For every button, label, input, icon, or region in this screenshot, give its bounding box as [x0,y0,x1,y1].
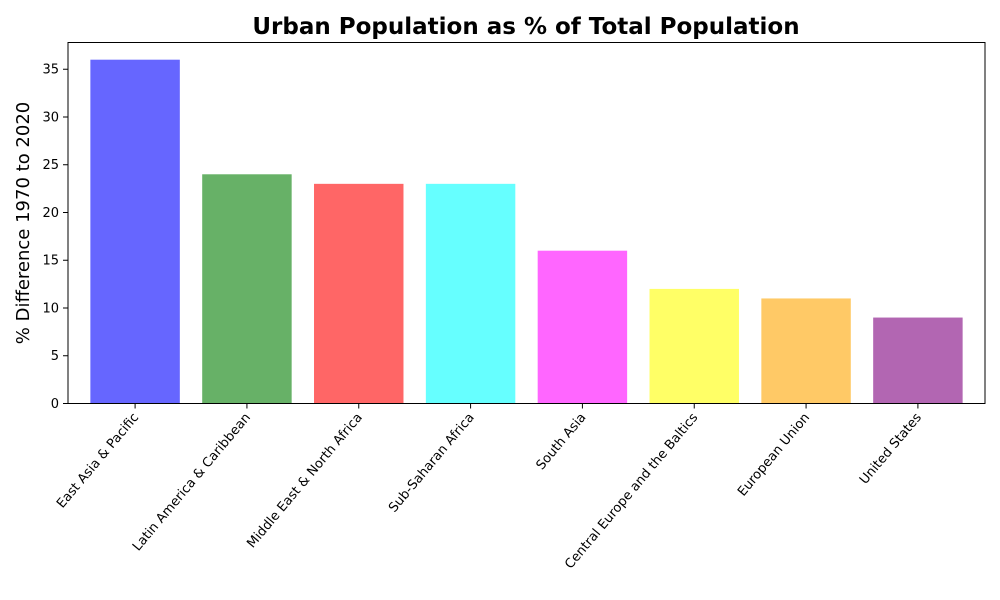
plot-frame [67,42,986,404]
y-tick-label: 10 [42,301,59,316]
bar-sub-saharan-africa [425,183,516,404]
y-tick-label: 15 [42,254,59,269]
bar-middle-east-and-north-africa [314,183,404,404]
y-tick-label: 30 [42,110,59,125]
bar-united-states [873,317,963,404]
y-axis: 0 5 10 15 20 25 30 35 [42,63,68,412]
bar-latin-america-and-caribbean [202,174,292,404]
bar-european-union [761,298,851,404]
bar-east-asia-and-pacific [90,59,180,404]
y-tick-label: 0 [51,397,59,412]
bar-south-asia [537,250,628,404]
y-tick-label: 5 [51,349,59,364]
y-axis-label: % Difference 1970 to 2020 [13,102,34,344]
y-tick-label: 20 [42,206,59,221]
y-tick-label: 25 [42,158,59,173]
chart-title: Urban Population as % of Total Populatio… [252,14,799,40]
bars-group [90,59,963,404]
y-tick-label: 35 [42,63,59,78]
bar-central-europe-and-the-baltics [649,288,739,404]
